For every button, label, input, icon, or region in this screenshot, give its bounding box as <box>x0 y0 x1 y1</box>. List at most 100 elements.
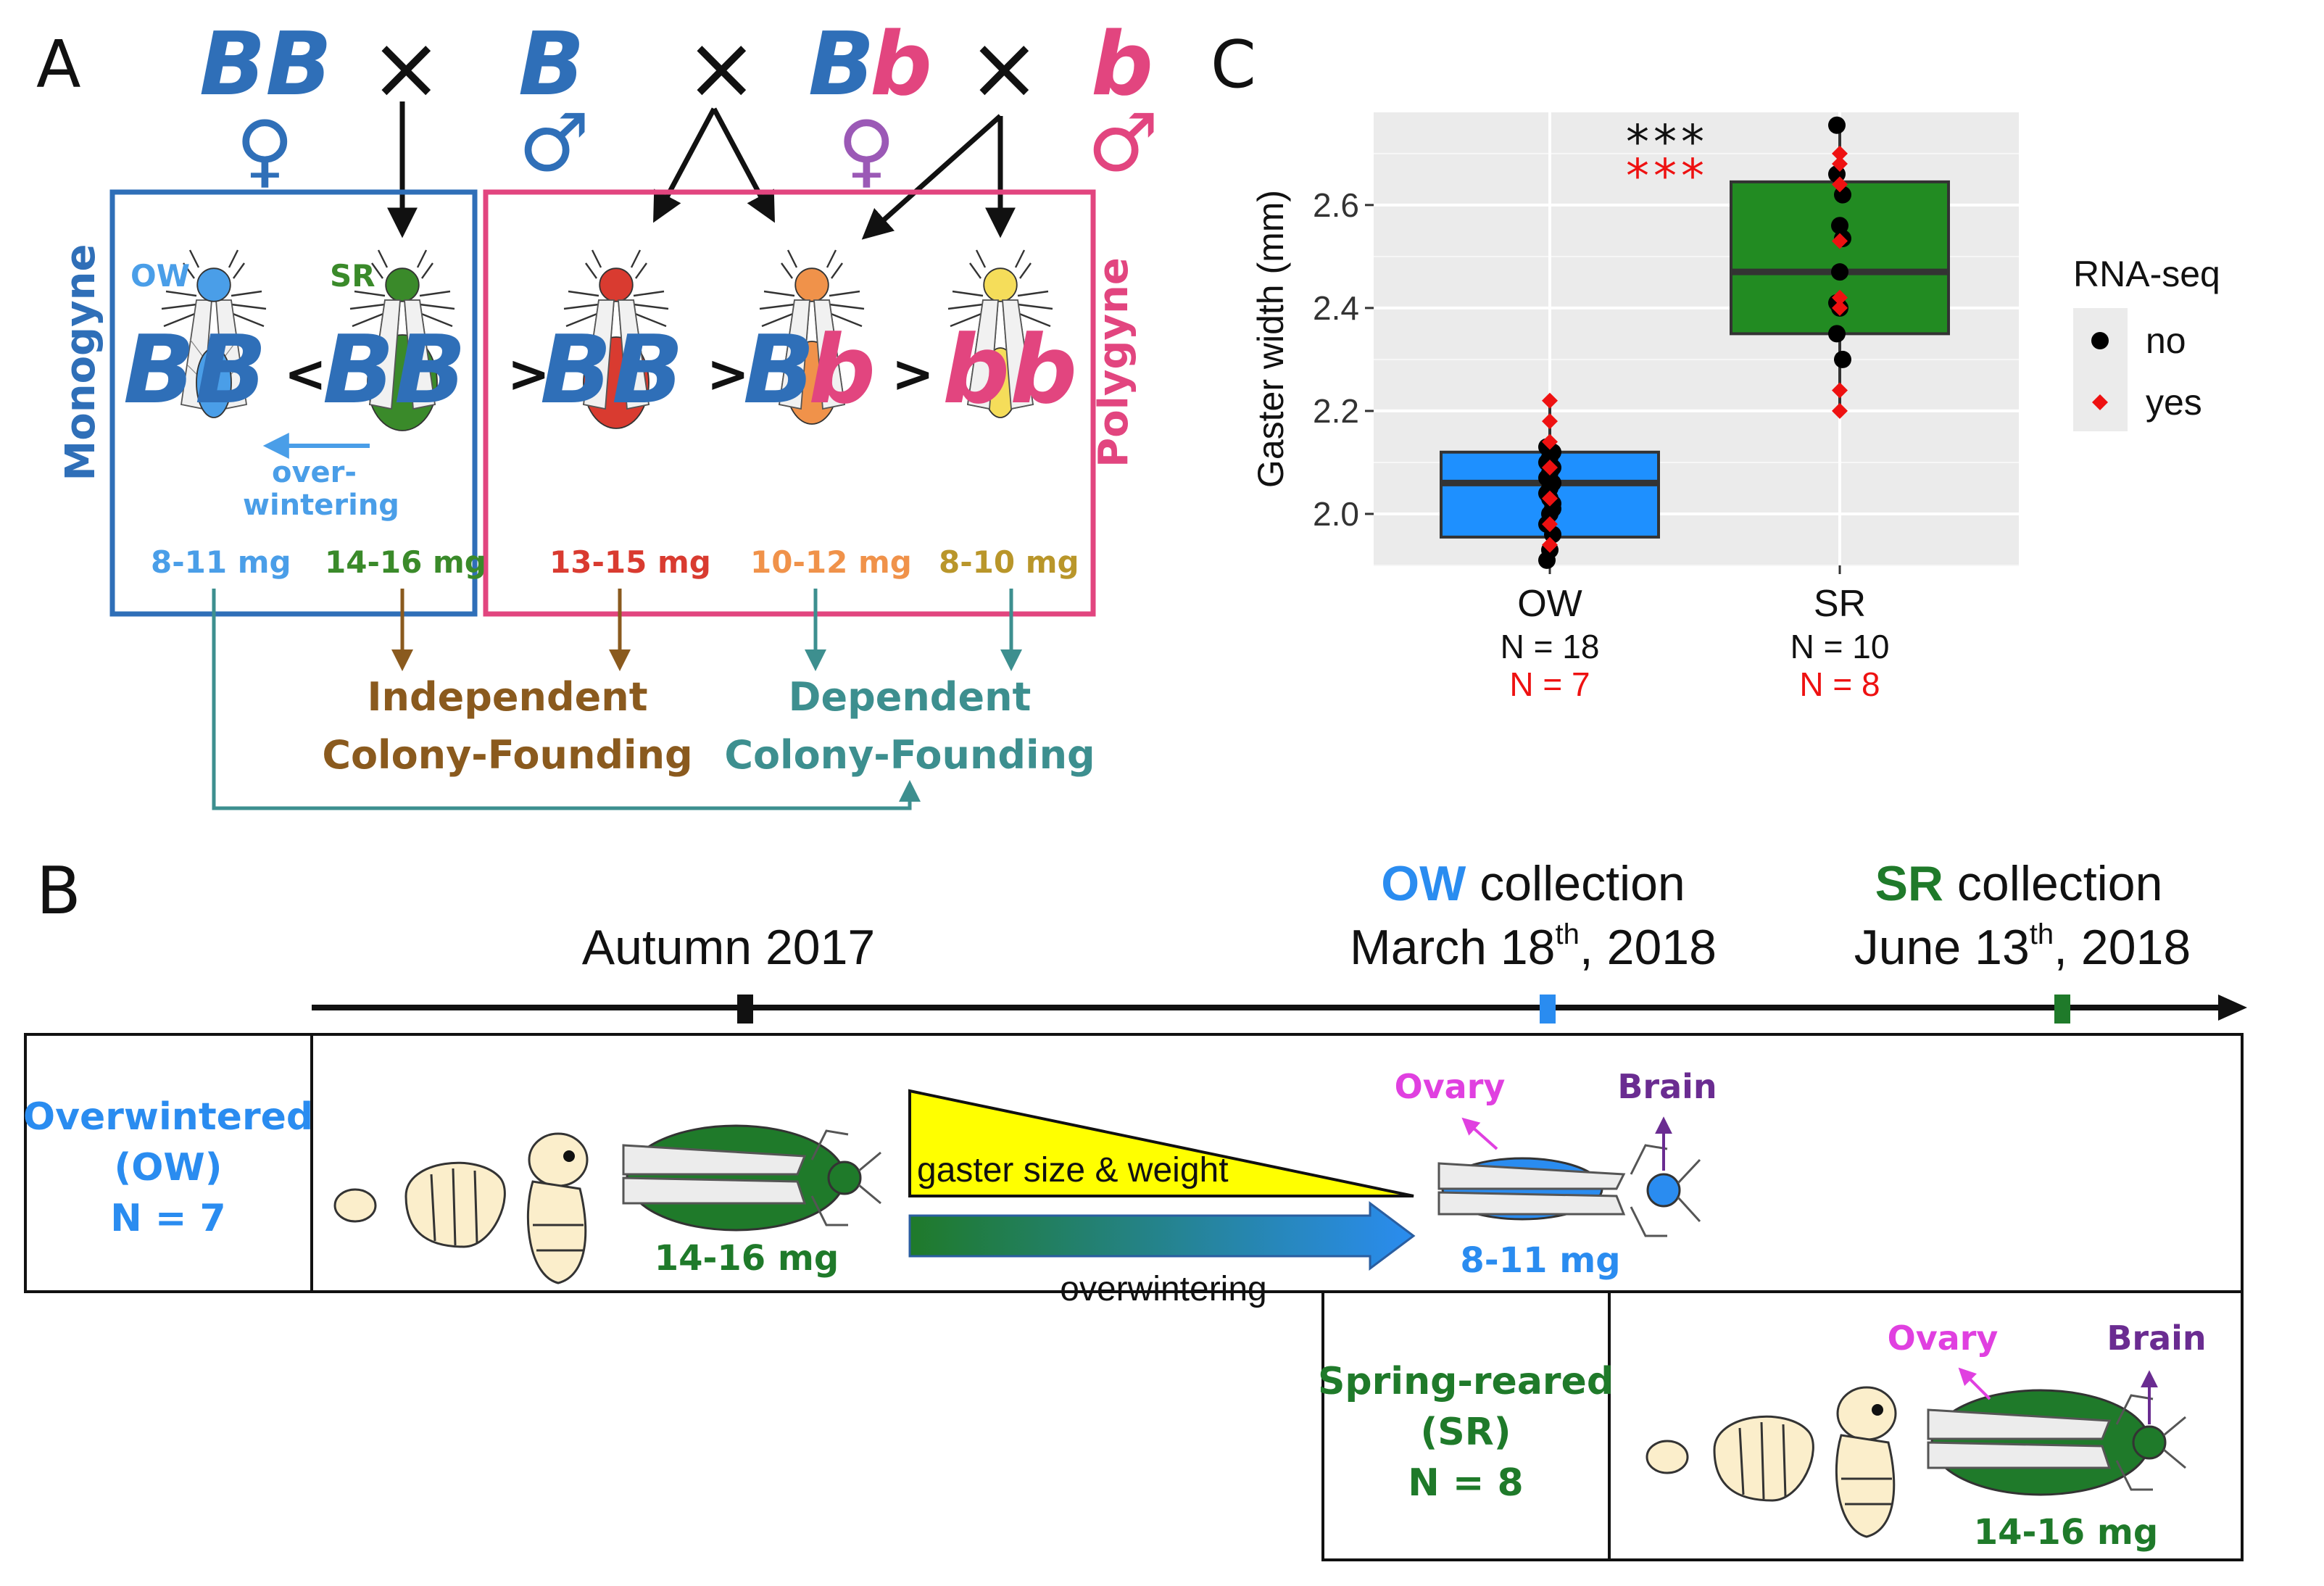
legend-title: RNA-seq <box>2073 254 2220 294</box>
brain-label-sr: Brain <box>2107 1319 2206 1358</box>
timeline-ow-date: March 18th, 2018 <box>1350 918 1717 975</box>
y-tick-label: 2.6 <box>1313 186 1359 224</box>
point-yes <box>1542 413 1558 430</box>
y-axis-label: Gaster width (mm) <box>1250 190 1291 488</box>
gt-symbol-1: > <box>507 344 550 404</box>
ovary-pointer-sr <box>1958 1367 1991 1400</box>
queen-icon-ow-end <box>1437 1144 1701 1237</box>
gaster-size-label: gaster size & weight <box>917 1151 1229 1190</box>
ant-sr-monogyne <box>349 249 456 431</box>
polygyne-bb-genotype: bb <box>942 315 1077 425</box>
sr-date-year: , 2018 <box>2054 920 2191 975</box>
y-tick-label: 2.2 <box>1313 392 1359 430</box>
point-yes <box>1832 289 1848 306</box>
point-yes <box>1542 536 1558 553</box>
polygyne-Bb-b: b <box>808 315 876 425</box>
y-tick-label: 2.4 <box>1313 289 1359 327</box>
x-tick-label: OW <box>1517 583 1582 625</box>
ant-polygyne-BB <box>563 249 670 429</box>
polygyne-BB-weight: 13-15 mg <box>549 544 711 580</box>
dependent-founding-1: Dependent <box>789 674 1032 720</box>
pupa-icon-ow <box>526 1132 589 1284</box>
ow-genotype-monogyne: BB <box>123 315 267 425</box>
overwintering-text-1: over- <box>272 456 357 489</box>
ow-date-sup: th <box>1556 918 1580 950</box>
arrow-x2-left <box>653 107 717 223</box>
ow-date-year: , 2018 <box>1580 920 1717 975</box>
timeline-marker-autumn <box>737 995 753 1024</box>
legend-key-no <box>2091 332 2109 349</box>
panel-a-label: A <box>36 27 81 103</box>
independent-founding-2: Colony-Founding <box>322 732 692 778</box>
point-yes <box>1542 433 1558 450</box>
female-symbol: ♀ <box>236 104 294 196</box>
genotype-BB-female: BB <box>199 14 332 115</box>
larva-icon-sr <box>1713 1415 1814 1502</box>
legend-key-background <box>2073 308 2128 431</box>
panel-b-label: B <box>36 853 81 929</box>
count-no-label: N = 10 <box>1790 628 1890 665</box>
cross-symbol-1: × <box>370 18 443 119</box>
pupa-icon-sr <box>1835 1386 1897 1538</box>
count-no-label: N = 18 <box>1501 628 1600 665</box>
ant-polygyne-Bb <box>758 249 866 425</box>
ow-start-weight: 14-16 mg <box>655 1238 839 1279</box>
cross-symbol-2: × <box>685 18 758 119</box>
brain-label-ow: Brain <box>1617 1067 1717 1106</box>
point-yes <box>1832 156 1848 173</box>
polygyne-BB-genotype: BB <box>540 315 684 425</box>
arrow-ow-to-dependent <box>212 589 921 810</box>
less-than-symbol: < <box>284 344 327 404</box>
sr-row-content-box <box>1608 1290 2244 1561</box>
significance-stars-no: *** <box>1626 116 1709 170</box>
timeline-arrowhead <box>2218 995 2247 1021</box>
point-yes <box>1832 145 1848 162</box>
male-symbol: ♂ <box>518 96 590 189</box>
count-yes-label: N = 7 <box>1509 665 1590 703</box>
point-yes <box>1832 233 1848 249</box>
legend-key-yes <box>2092 394 2108 410</box>
point-yes <box>1542 516 1558 533</box>
x-tick-label: SR <box>1814 583 1866 625</box>
polygyne-bb-weight: 8-10 mg <box>939 544 1079 580</box>
sr-row-title-1: Spring-reared <box>1318 1360 1614 1403</box>
polygyne-Bb-B: B <box>743 315 815 425</box>
y-tick-label: 2.0 <box>1313 495 1359 533</box>
ovary-label-ow: Ovary <box>1395 1067 1506 1106</box>
sr-genotype-monogyne: BB <box>323 315 466 425</box>
larva-icon-ow <box>404 1161 506 1248</box>
ow-end-weight: 8-11 mg <box>1460 1240 1620 1281</box>
egg-icon-sr <box>1646 1440 1689 1474</box>
genotype-b-male: b <box>1091 14 1153 115</box>
timeline-marker-ow <box>1540 995 1556 1024</box>
gt-symbol-3: > <box>892 344 934 404</box>
arrow-x3-left <box>861 114 1003 240</box>
sr-weight: 14-16 mg <box>1974 1512 2159 1553</box>
panel-c-label: C <box>1211 27 1256 103</box>
sr-collection-suffix: collection <box>1943 856 2162 911</box>
arrow-x2-right <box>711 107 775 223</box>
independent-founding-1: Independent <box>367 674 647 720</box>
sr-collection-prefix: SR <box>1875 856 1943 911</box>
overwintering-arrow-label: overwintering <box>1060 1270 1266 1308</box>
legend-label-no: no <box>2146 320 2186 361</box>
polygyne-box <box>483 189 1096 617</box>
queen-icon-ow-start <box>622 1124 881 1232</box>
cross-symbol-3: × <box>968 18 1041 119</box>
ow-row-n: N = 7 <box>110 1197 225 1240</box>
gt-symbol-2: > <box>707 344 750 404</box>
point-yes <box>1832 176 1848 193</box>
ow-collection-suffix: collection <box>1466 856 1685 911</box>
timeline-marker-sr <box>2054 995 2070 1024</box>
timeline-ow-collection: OW collection <box>1381 856 1685 911</box>
ant-polygyne-bb <box>947 249 1054 418</box>
timeline-sr-date: June 13th, 2018 <box>1854 918 2191 975</box>
hetero-female-symbol: ♀ <box>837 104 896 196</box>
point-no <box>1828 116 1846 134</box>
dependent-founding-2: Colony-Founding <box>724 732 1095 778</box>
egg-icon-ow <box>333 1188 377 1223</box>
ow-row-title-2: (OW) <box>114 1146 222 1190</box>
point-yes <box>1832 299 1848 316</box>
